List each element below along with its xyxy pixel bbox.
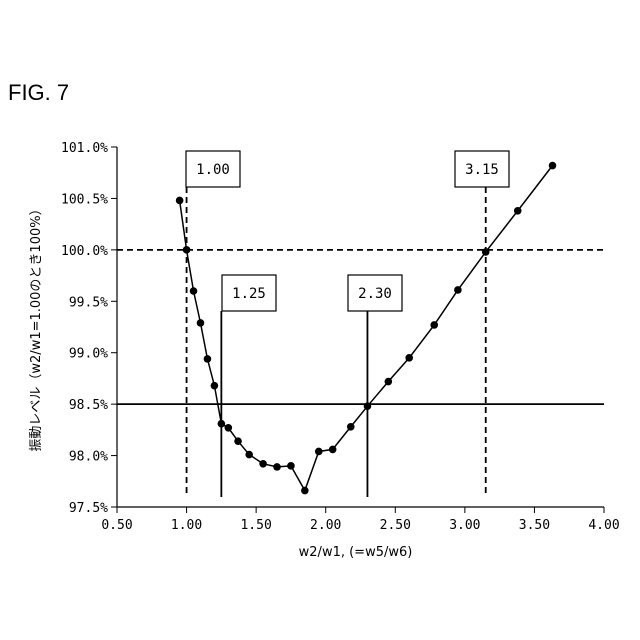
data-point [514,207,522,215]
data-point [183,246,191,254]
y-tick-label: 101.0% [61,141,108,156]
x-tick-label: 1.50 [240,518,271,533]
data-point [405,354,413,362]
y-axis-title: 振動レベル（w2/w1=1.00のとき100%） [29,202,44,451]
y-tick-label: 99.5% [69,295,108,310]
data-point [225,424,233,432]
annotation-label: 1.25 [232,286,266,302]
annotation-label: 3.15 [465,162,499,178]
data-point [273,463,281,471]
x-axis-title: w2/w1, (=w5/w6) [299,545,413,560]
y-tick-label: 98.0% [69,450,108,465]
x-tick-label: 3.50 [519,518,550,533]
data-point [329,446,337,454]
y-tick-label: 100.0% [61,244,108,259]
data-point [385,378,393,386]
data-point [259,460,267,468]
x-tick-label: 0.50 [101,518,132,533]
data-point [204,355,212,363]
y-tick-label: 99.0% [69,347,108,362]
data-point [364,402,372,410]
data-point [197,319,205,327]
data-point [482,248,490,256]
annotation-label: 1.00 [196,162,230,178]
x-tick-label: 4.00 [588,518,619,533]
x-tick-label: 3.00 [449,518,480,533]
data-point [245,451,253,459]
y-tick-label: 100.5% [61,192,108,207]
annotation-label: 2.30 [358,286,392,302]
data-point [176,197,184,205]
y-tick-label: 97.5% [69,501,108,516]
x-tick-label: 2.50 [380,518,411,533]
data-point [211,382,219,390]
data-point [287,462,295,470]
x-tick-label: 2.00 [310,518,341,533]
data-point [218,420,226,428]
data-point [454,286,462,294]
data-point [301,487,309,495]
data-point [234,437,242,445]
x-tick-label: 1.00 [171,518,202,533]
data-point [190,287,198,295]
data-point [430,321,438,329]
y-tick-label: 98.5% [69,398,108,413]
data-point [347,423,355,431]
data-point [315,448,323,456]
data-point [549,162,557,170]
